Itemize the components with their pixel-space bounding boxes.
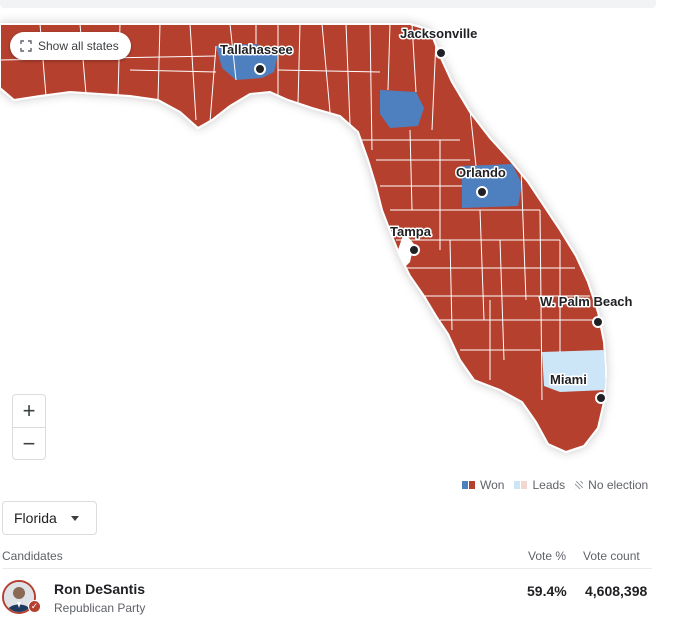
svg-text:Tallahassee: Tallahassee xyxy=(220,42,293,57)
zoom-in-button[interactable]: + xyxy=(22,398,36,423)
florida-state-shape xyxy=(0,23,608,454)
chevron-down-icon xyxy=(70,515,79,521)
county-alachua[interactable] xyxy=(380,90,424,128)
show-all-states-button[interactable]: Show all states xyxy=(10,32,131,60)
legend-no-election-label: No election xyxy=(588,478,649,492)
header-divider xyxy=(2,568,652,569)
svg-text:Tampa: Tampa xyxy=(390,224,432,239)
top-strip xyxy=(0,0,656,8)
show-all-states-label: Show all states xyxy=(38,39,119,53)
zoom-out-button[interactable]: − xyxy=(22,431,36,456)
header-vote-count: Vote count xyxy=(583,549,640,563)
svg-text:Jacksonville: Jacksonville xyxy=(400,26,477,41)
candidate-party: Republican Party xyxy=(54,601,146,615)
svg-text:Orlando: Orlando xyxy=(456,165,506,180)
election-map[interactable]: Jacksonville Tallahassee Orlando Tampa W… xyxy=(0,8,680,470)
zoom-divider xyxy=(13,427,45,428)
table-row[interactable]: ✓ Ron DeSantis Republican Party 59.4% 4,… xyxy=(2,576,652,618)
map-legend: Won Leads No election xyxy=(462,478,658,492)
no-election-icon xyxy=(575,481,584,489)
city-west-palm-beach[interactable]: W. Palm Beach xyxy=(539,293,634,328)
candidate-vote-count: 4,608,398 xyxy=(585,583,648,599)
svg-text:W. Palm Beach: W. Palm Beach xyxy=(540,294,633,309)
candidate-name: Ron DeSantis xyxy=(54,581,146,597)
city-miami[interactable]: Miami xyxy=(549,371,607,404)
city-orlando[interactable]: Orlando xyxy=(455,164,507,198)
county-orange[interactable] xyxy=(462,164,522,208)
legend-no-election: No election xyxy=(575,478,648,492)
legend-won: Won xyxy=(462,478,504,492)
header-vote-pct: Vote % xyxy=(528,549,567,563)
expand-icon xyxy=(20,40,32,52)
legend-won-blue-swatch xyxy=(462,481,468,489)
city-tallahassee[interactable]: Tallahassee xyxy=(219,41,294,75)
legend-leads-red-swatch xyxy=(521,481,528,489)
header-candidates: Candidates xyxy=(2,549,63,563)
winner-check-icon: ✓ xyxy=(28,600,41,613)
state-dropdown[interactable]: Florida xyxy=(2,501,97,535)
state-dropdown-value: Florida xyxy=(14,510,57,526)
legend-leads-blue-swatch xyxy=(514,481,521,489)
legend-leads-label: Leads xyxy=(532,478,566,492)
county-miami-dade[interactable] xyxy=(542,350,606,392)
city-jacksonville[interactable]: Jacksonville xyxy=(399,25,479,59)
city-tampa[interactable]: Tampa xyxy=(389,223,433,256)
legend-leads: Leads xyxy=(514,478,565,492)
legend-won-red-swatch xyxy=(469,481,475,489)
zoom-controls: + − xyxy=(12,394,46,460)
svg-text:Miami: Miami xyxy=(550,372,587,387)
candidate-vote-pct: 59.4% xyxy=(527,583,567,599)
legend-won-label: Won xyxy=(480,478,505,492)
florida-map-svg[interactable]: Jacksonville Tallahassee Orlando Tampa W… xyxy=(0,8,680,470)
